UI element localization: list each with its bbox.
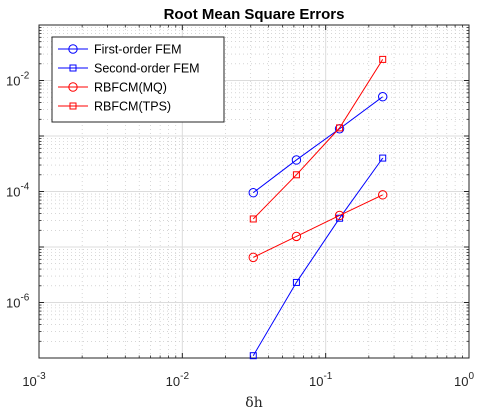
legend-marker xyxy=(68,44,78,54)
data-point xyxy=(291,231,302,242)
series-group xyxy=(248,55,388,360)
data-point xyxy=(248,188,258,198)
chart-title: Root Mean Square Errors xyxy=(164,6,345,23)
data-point xyxy=(249,352,257,360)
data-point xyxy=(379,154,387,162)
legend-marker xyxy=(69,102,77,110)
data-point xyxy=(291,155,302,165)
data-point xyxy=(379,55,387,63)
series-line-second-order-fem xyxy=(252,157,384,356)
series-line-rbfcm-tps xyxy=(252,59,384,220)
legend-box xyxy=(51,36,225,123)
legend-marker xyxy=(68,82,78,92)
legend-label: RBFCM(TPS) xyxy=(94,100,171,114)
series-line-first-order-fem xyxy=(252,96,383,194)
data-point xyxy=(378,92,388,102)
legend-entry: Second-order FEM xyxy=(58,62,200,76)
series-second-order-fem xyxy=(249,154,387,360)
y-tick-label: 10-4 xyxy=(6,182,30,200)
legend-marker xyxy=(69,64,77,72)
x-tick-label: 10-2 xyxy=(166,371,190,389)
x-axis-label: δh xyxy=(245,395,262,411)
data-point xyxy=(336,124,344,132)
legend-entry: RBFCM(MQ) xyxy=(58,81,167,95)
legend-entry: First-order FEM xyxy=(58,43,182,57)
legend-label: RBFCM(MQ) xyxy=(94,81,167,95)
series-rbfcm-mq xyxy=(248,190,388,263)
legend-entry: RBFCM(TPS) xyxy=(58,100,171,114)
series-line-rbfcm-mq xyxy=(253,194,383,258)
x-tick-label: 10-3 xyxy=(22,371,46,389)
x-tick-label: 100 xyxy=(454,371,474,389)
y-tick-label: 10-6 xyxy=(6,293,30,311)
data-point xyxy=(292,171,300,179)
data-point xyxy=(334,210,345,221)
y-tick-label: 10-2 xyxy=(6,71,30,89)
data-point xyxy=(292,278,300,286)
legend-label: First-order FEM xyxy=(94,43,182,57)
data-point xyxy=(248,252,258,263)
series-rbfcm-tps xyxy=(249,55,387,223)
x-tick-label: 10-1 xyxy=(309,371,333,389)
axes: 10-3 10-2 10-1 100 10-6 10-4 10-2 xyxy=(6,25,474,389)
legend-label: Second-order FEM xyxy=(94,62,200,76)
legend: First-order FEM Second-order FEM RBFCM(MQ)… xyxy=(51,36,225,123)
data-point xyxy=(249,215,257,223)
data-point xyxy=(378,190,388,200)
